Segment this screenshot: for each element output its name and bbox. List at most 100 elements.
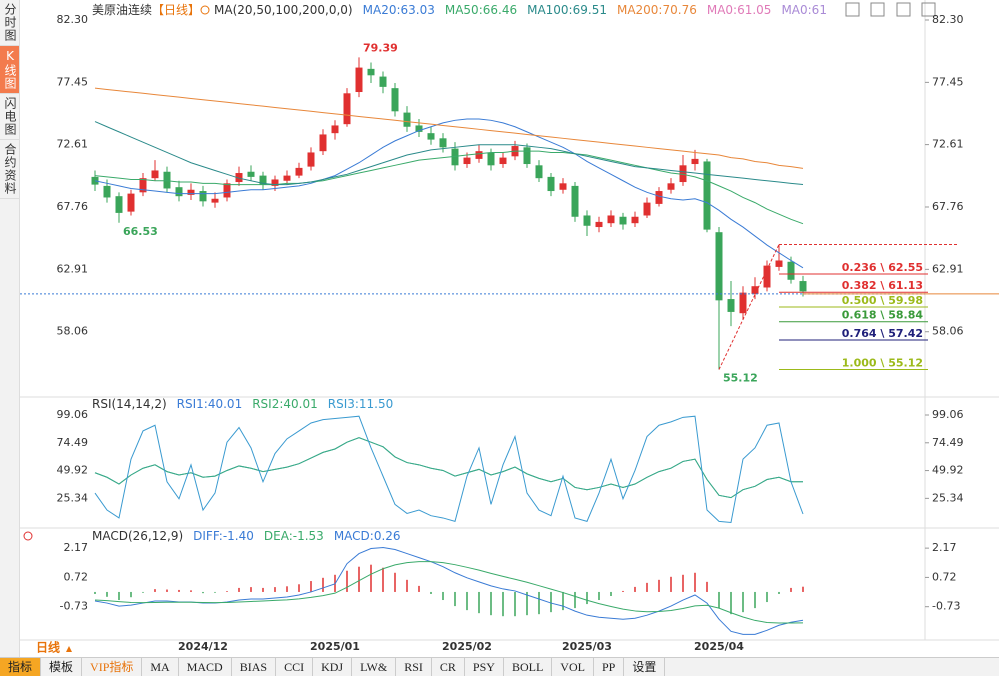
- legend-item: MA(20,50,100,200,0,0): [214, 3, 353, 17]
- candle-body: [163, 171, 171, 189]
- period-selector[interactable]: 日线: [36, 640, 60, 655]
- indicator-tab[interactable]: BOLL: [504, 658, 553, 676]
- candle-body: [655, 191, 663, 204]
- symbol: 美原油连续: [92, 2, 152, 17]
- x-tick-label: 2025/03: [562, 640, 612, 653]
- indicator-tab[interactable]: PP: [594, 658, 625, 676]
- indicator-tab[interactable]: VOL: [552, 658, 594, 676]
- fib-trend: [718, 244, 780, 370]
- candle-body: [259, 175, 267, 185]
- y-tick-label: 72.61: [932, 138, 964, 151]
- y-tick-label: 77.45: [932, 75, 964, 88]
- indicator-tab[interactable]: 模板: [41, 658, 83, 676]
- indicator-tab[interactable]: LW&: [352, 658, 397, 676]
- candle-body: [127, 193, 135, 212]
- fib-label: 0.764 \ 57.42: [842, 327, 923, 340]
- candle-body: [619, 216, 627, 225]
- candle-body: [571, 185, 579, 217]
- y-tick-label: 0.72: [64, 570, 89, 583]
- y-tick-label: 99.06: [57, 408, 89, 421]
- indicator-tab[interactable]: KDJ: [313, 658, 353, 676]
- y-tick-label: 77.45: [57, 75, 89, 88]
- indicator-tab[interactable]: MACD: [179, 658, 232, 676]
- x-tick-label: 2024/12: [178, 640, 228, 653]
- candle-body: [391, 88, 399, 112]
- indicator-tab[interactable]: CCI: [276, 658, 314, 676]
- y-tick-label: -0.73: [60, 600, 88, 613]
- settings-icon[interactable]: [23, 531, 33, 541]
- legend-item: MA50:66.46: [445, 3, 517, 17]
- tab-bar: 指标 模板 VIP指标 MA MACD BIAS CCI KDJ LW& RSI CR PSY BOLL…: [0, 657, 999, 676]
- tool-icon[interactable]: [870, 2, 885, 17]
- tool-icon[interactable]: [921, 2, 936, 17]
- candle-body: [271, 179, 279, 186]
- add-icon[interactable]: [200, 5, 210, 15]
- indicator-tab[interactable]: MA: [142, 658, 179, 676]
- candle-body: [643, 202, 651, 216]
- legend: MA(20,50,100,200,0,0) MA20:63.03 MA50:66.4…: [214, 3, 827, 17]
- y-tick-label: 49.92: [932, 464, 964, 477]
- legend-item: MACD(26,12,9): [92, 529, 183, 543]
- candle-body: [307, 152, 315, 167]
- legend: MACD(26,12,9) DIFF:-1.40 DEA:-1.53 MACD:0.2…: [92, 529, 401, 543]
- extreme-label: 55.12: [723, 372, 758, 385]
- sidebar-tab[interactable]: 合约资料: [0, 140, 19, 199]
- indicator-tab[interactable]: CR: [432, 658, 465, 676]
- indicator-tab[interactable]: PSY: [465, 658, 504, 676]
- indicator-tab[interactable]: 指标: [0, 658, 42, 676]
- line: [94, 437, 804, 499]
- legend-item: MA100:69.51: [527, 3, 607, 17]
- x-tick-label: 2025/01: [310, 640, 360, 653]
- y-tick-label: 58.06: [57, 325, 89, 338]
- chart-title: 美原油连续【日线】: [92, 2, 200, 17]
- candle-body: [235, 173, 243, 183]
- candle-body: [403, 112, 411, 127]
- candle-body: [679, 165, 687, 183]
- candle-body: [487, 152, 495, 166]
- candle-body: [595, 221, 603, 228]
- candle-body: [691, 158, 699, 165]
- legend-item: MA200:70.76: [617, 3, 697, 17]
- candle-body: [583, 215, 591, 226]
- indicator-tab[interactable]: VIP指标: [82, 658, 143, 676]
- y-tick-label: 0.72: [932, 570, 957, 583]
- fib-label: 0.500 \ 59.98: [842, 294, 923, 307]
- sidebar-tab[interactable]: 分时图: [0, 0, 19, 46]
- y-tick-label: -0.73: [932, 600, 960, 613]
- tool-icon[interactable]: [896, 2, 911, 17]
- legend-item: MA0:61.05: [707, 3, 772, 17]
- y-tick-label: 49.92: [57, 464, 89, 477]
- candle-body: [367, 68, 375, 76]
- candle-body: [379, 76, 387, 87]
- indicator-tab[interactable]: RSI: [396, 658, 432, 676]
- candle-body: [607, 215, 615, 224]
- period-arrow[interactable]: [66, 646, 72, 652]
- candle-body: [787, 261, 795, 280]
- candle-body: [295, 167, 303, 176]
- tool-icon[interactable]: [845, 2, 860, 17]
- candle-body: [139, 178, 147, 193]
- indicator-tab[interactable]: BIAS: [232, 658, 277, 676]
- candle-body: [211, 198, 219, 203]
- line: [94, 87, 804, 169]
- y-tick-label: 2.17: [64, 541, 89, 554]
- legend-item: RSI(14,14,2): [92, 397, 167, 411]
- x-tick-label: 2025/02: [442, 640, 492, 653]
- candle-body: [715, 232, 723, 301]
- candle-body: [727, 299, 735, 312]
- candle-body: [115, 196, 123, 213]
- legend-item: DEA:-1.53: [264, 529, 324, 543]
- sidebar-tab[interactable]: 闪电图: [0, 94, 19, 140]
- extreme-label: 79.39: [363, 41, 398, 54]
- indicator-tab[interactable]: 设置: [624, 658, 666, 676]
- candle-body: [175, 187, 183, 197]
- candle-body: [499, 157, 507, 165]
- line: [94, 415, 804, 524]
- sidebar-tab[interactable]: K线图: [0, 46, 19, 94]
- fib-label: 0.382 \ 61.13: [842, 279, 923, 292]
- candle-body: [475, 151, 483, 159]
- legend-item: RSI2:40.01: [252, 397, 318, 411]
- chart: 日线 58.06 58.06 62.91 62.91 67.76 67.76 72.61 72…: [20, 0, 999, 655]
- y-tick-label: 74.49: [57, 436, 89, 449]
